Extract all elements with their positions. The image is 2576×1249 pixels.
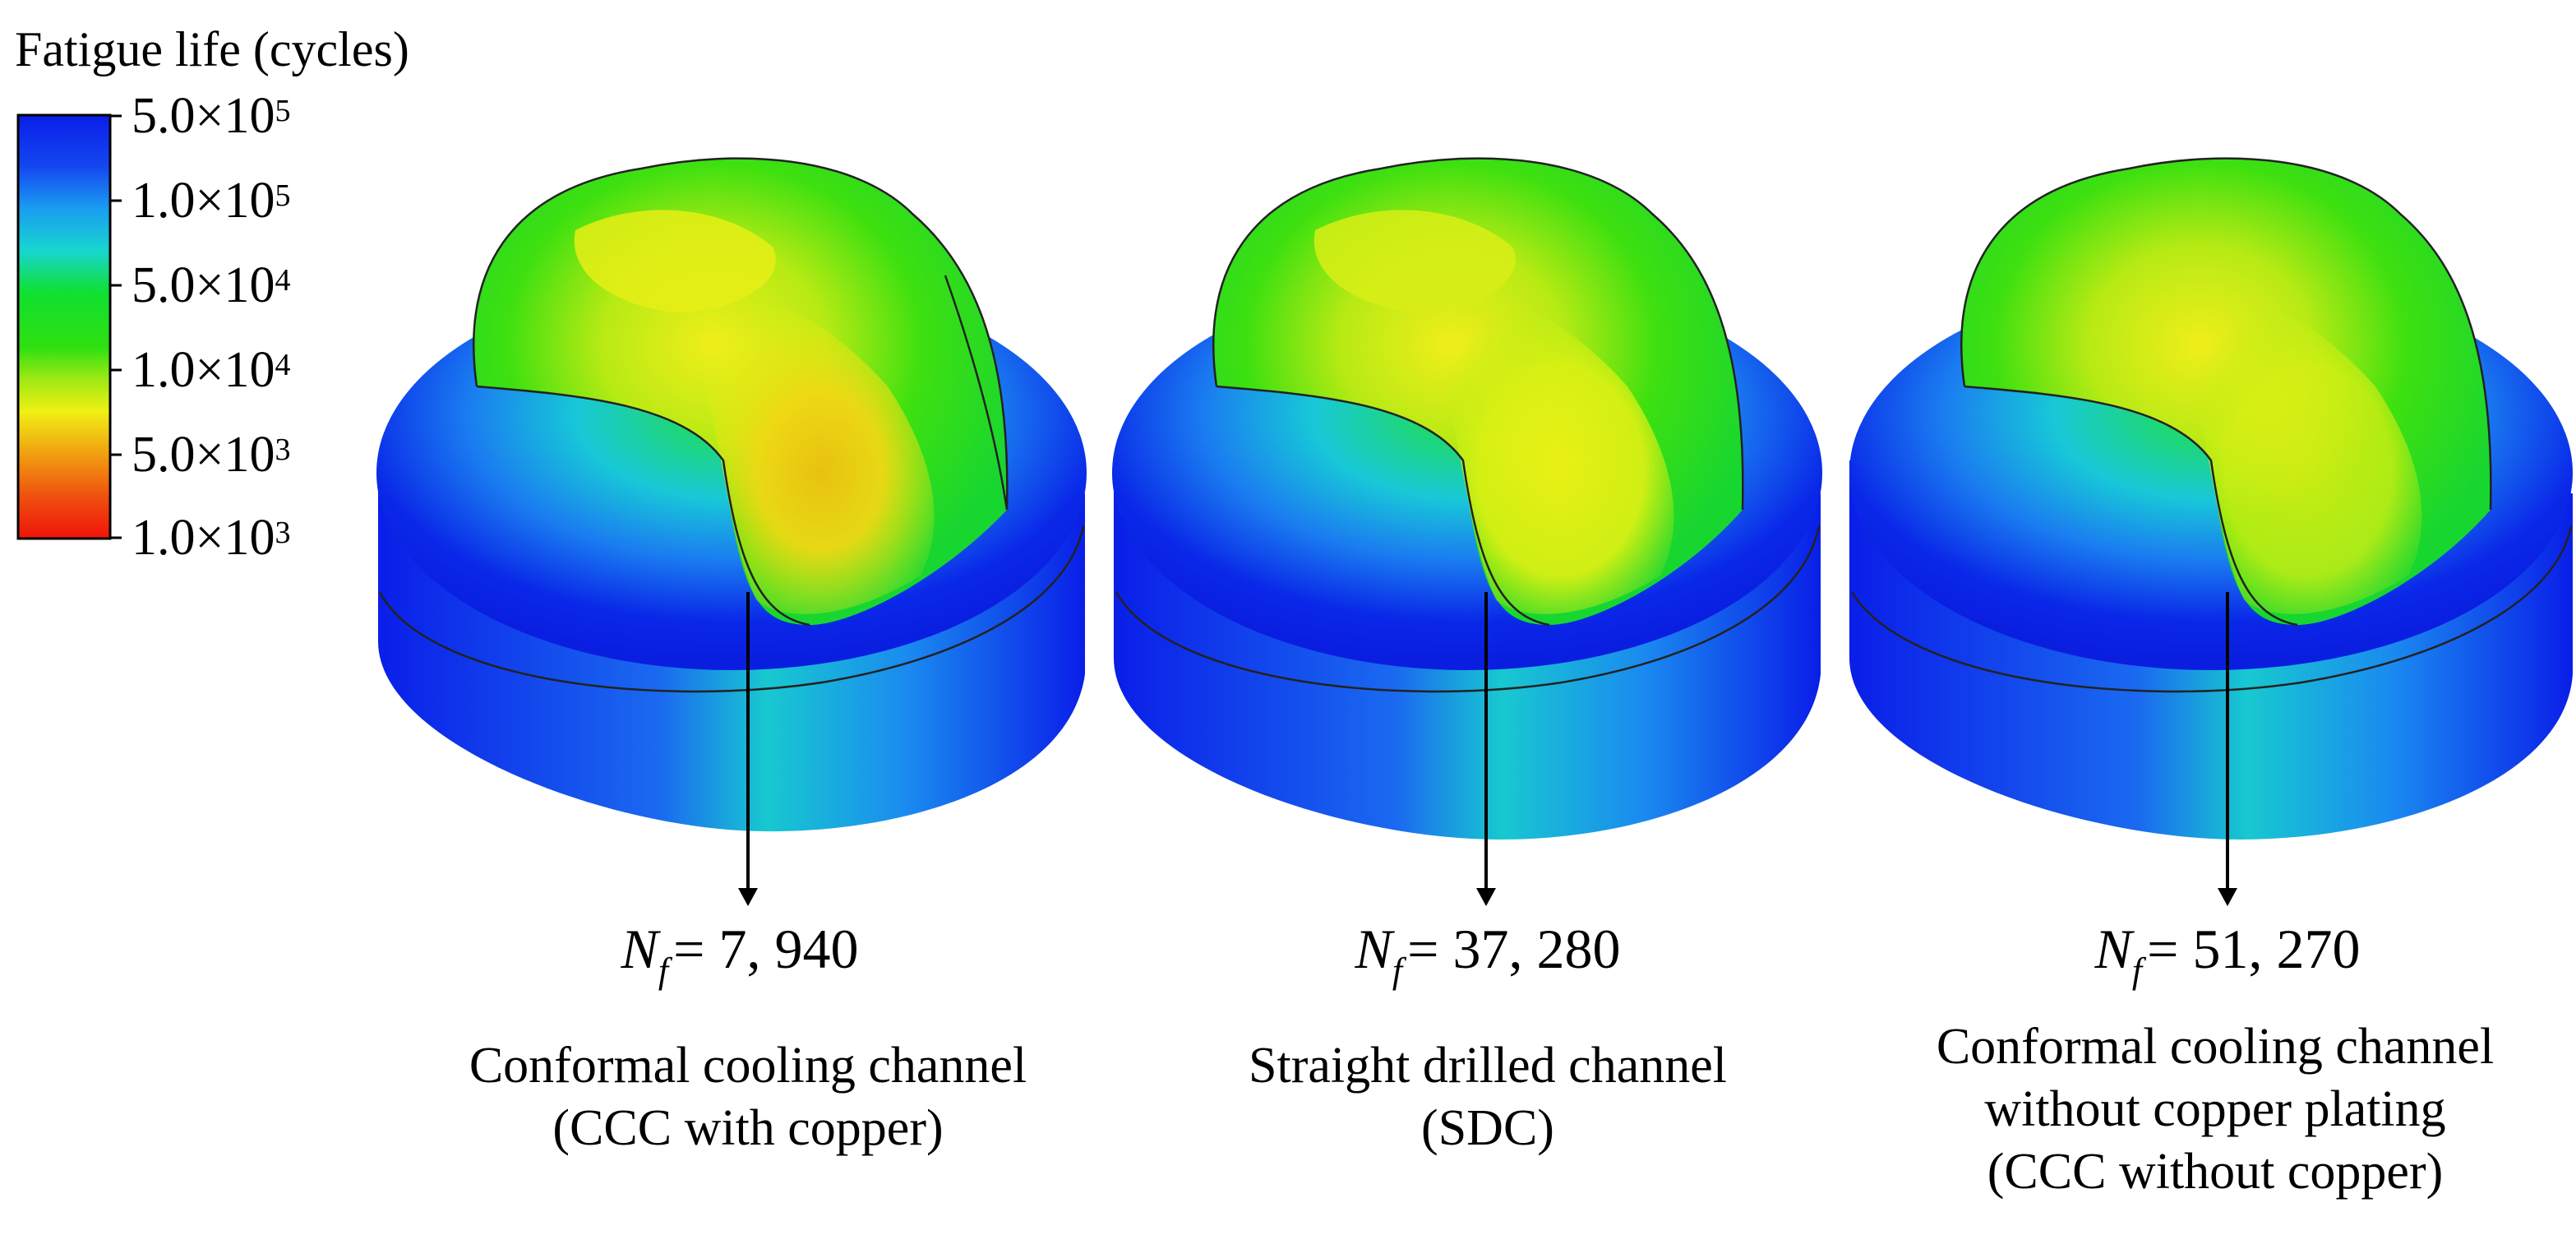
legend-title: Fatigue life (cycles) [15, 22, 409, 76]
caption-line: (SDC) [1421, 1100, 1554, 1156]
nf-label-sdc: Nf= 37, 280 [1355, 918, 1621, 991]
caption-line: Straight drilled channel [1249, 1038, 1727, 1094]
tick-mantissa: 5.0×10 [132, 257, 275, 313]
legend-tick-label: 1.0×105 [132, 175, 290, 226]
tick-exponent: 5 [275, 94, 291, 128]
tick-exponent: 5 [275, 178, 291, 213]
caption-line: (CCC without copper) [1987, 1144, 2444, 1200]
tick-exponent: 3 [275, 516, 291, 550]
tick-mantissa: 1.0×10 [132, 510, 275, 566]
model-sdc [1112, 157, 1822, 906]
legend-tick-label: 1.0×104 [132, 345, 290, 396]
caption-ccc-without-copper: Conformal cooling channel without copper… [1862, 1015, 2569, 1203]
tick-mantissa: 5.0×10 [132, 427, 275, 483]
caption-sdc: Straight drilled channel (SDC) [1143, 1034, 1833, 1159]
tick-mantissa: 1.0×10 [132, 342, 275, 398]
caption-line: (CCC with copper) [552, 1100, 944, 1156]
tick-exponent: 4 [275, 263, 291, 298]
tick-mantissa: 5.0×10 [132, 88, 275, 144]
tick-exponent: 3 [275, 433, 291, 467]
legend-tick-label: 5.0×104 [132, 260, 290, 311]
tick-mantissa: 1.0×10 [132, 173, 275, 229]
caption-line: without copper plating [1984, 1081, 2446, 1137]
nf-label-ccc-with-copper: Nf= 7, 940 [621, 918, 859, 991]
caption-line: Conformal cooling channel [1936, 1019, 2495, 1075]
tick-exponent: 4 [275, 348, 291, 382]
nf-label-ccc-without-copper: Nf= 51, 270 [2094, 918, 2361, 991]
legend-tick-label: 5.0×105 [132, 90, 290, 141]
model-ccc-without-copper [1849, 157, 2573, 906]
model-ccc-with-copper [376, 157, 1087, 906]
caption-line: Conformal cooling channel [469, 1038, 1027, 1094]
caption-ccc-with-copper: Conformal cooling channel (CCC with copp… [378, 1034, 1118, 1159]
legend-tick-label: 1.0×103 [132, 512, 290, 563]
legend-tick-label: 5.0×103 [132, 429, 290, 480]
